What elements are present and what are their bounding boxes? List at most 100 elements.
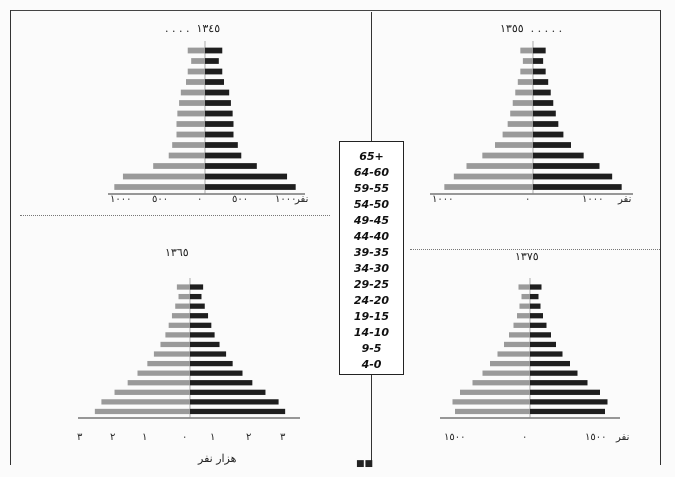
pyramid-bar-right (533, 89, 551, 96)
pyramid-bar-right (530, 303, 541, 309)
tick-label: ١٠٠٠ (432, 194, 454, 205)
tick-label: ٥٠٠ (232, 194, 249, 205)
pyramid-bar-right (530, 370, 578, 376)
pyramid-bar-left (122, 173, 205, 180)
legend-age-group: 44-40 (353, 230, 390, 243)
pyramid-bar-right (530, 284, 542, 290)
pyramid-bar-right (190, 341, 220, 348)
legend-age-group: 49-45 (353, 214, 390, 227)
pyramid-bar-right (533, 100, 554, 106)
pyramid-bar-left (178, 293, 190, 300)
tick-label: نفر (616, 432, 630, 443)
pyramid-bar-right (205, 184, 296, 190)
pyramid-bar-left (517, 79, 533, 85)
tick-label: ١٠٠٠ (275, 194, 297, 205)
pyramid-bar-left (153, 163, 205, 169)
pyramid-bar-right (530, 399, 608, 405)
pyramid-bar-left (101, 399, 190, 405)
pyramid-bar-left (460, 389, 530, 395)
tick-label: ٠ (525, 194, 531, 205)
pyramid-bar-left (482, 152, 533, 159)
pyramid-bar-right (190, 284, 204, 290)
pyramid-bar-left (176, 121, 205, 127)
tick-label: ٢ (246, 432, 252, 443)
pyramid-bar-left (114, 184, 205, 190)
pyramid-bar-left (175, 303, 190, 309)
pyramid-bar-right (205, 152, 242, 159)
pyramid-bar-right (190, 399, 279, 405)
pyramid-bar-left (191, 58, 205, 64)
pyramid-bar-right (190, 332, 215, 338)
pyramid-bar-right (205, 89, 230, 96)
mid-separator-left (20, 215, 330, 216)
pyramid-bar-left (127, 380, 190, 386)
legend-age-group: 4-0 (361, 358, 382, 371)
pyramid-bar-right (533, 121, 559, 127)
pyramid-bar-right (530, 380, 588, 386)
tick-label: ٠ (182, 432, 188, 443)
pyramid-bar-left (482, 370, 530, 376)
top-left-title: . . . . ١٣٤٥ (165, 22, 221, 35)
top-right-title: ١٣٥٥ . . . . . (500, 22, 563, 35)
pyramid-bar-left (522, 58, 533, 64)
pyramid-bar-right (533, 68, 546, 75)
center-divider-lower (371, 372, 372, 467)
pyramid-bar-right (530, 313, 543, 319)
pyramid-bar-left (520, 68, 533, 75)
pyramid-bar-left (160, 341, 190, 348)
pyramid-bar-right (205, 173, 288, 180)
pyramid-bar-right (205, 68, 223, 75)
pyramid-bar-right (205, 100, 231, 106)
pyramid-bar-left (180, 89, 205, 96)
pyramid-bar-right (533, 184, 622, 190)
tick-label: ٠ (197, 194, 203, 205)
pyramid-bar-left (518, 284, 530, 290)
legend-age-group: 29-25 (353, 278, 390, 291)
pyramid-bar-right (190, 313, 209, 319)
legend-age-group: 64-60 (353, 166, 390, 179)
pyramid-bar-left (452, 399, 530, 405)
legend-age-group: 34-30 (353, 262, 390, 275)
pyramid-bar-right (533, 152, 584, 159)
pyramid-bar-left (520, 47, 533, 54)
tick-label: ٢ (110, 432, 116, 443)
legend-age-group: 65+ (359, 150, 384, 163)
footer-marker: ■■ (356, 459, 374, 469)
tick-label: ٣ (77, 432, 83, 443)
pyramid-bar-right (190, 351, 227, 357)
pyramid-bar-right (530, 389, 600, 395)
pyramid-bar-right (190, 370, 243, 376)
legend-age-group: 54-50 (353, 198, 390, 211)
bottom-left-xlabel: هزار نفر (198, 452, 237, 465)
pyramid-bar-left (507, 121, 533, 127)
pyramid-bar-right (533, 173, 613, 180)
pyramid-bar-left (94, 408, 190, 415)
legend-age-group: 14-10 (353, 326, 390, 339)
pyramid-bar-left (515, 89, 533, 96)
pyramid-bar-right (530, 351, 563, 357)
pyramid-bar-right (205, 79, 224, 85)
pyramid-bar-left (512, 100, 533, 106)
pyramid-bar-left (171, 313, 190, 319)
pyramid-bar-left (114, 389, 190, 395)
pyramid-bar-left (176, 131, 205, 138)
tick-label: ١٠٠٠ (110, 194, 132, 205)
pyramid-bar-left (453, 173, 533, 180)
pyramid-bar-right (533, 163, 600, 169)
pyramid-bar-left (510, 110, 533, 117)
pyramid-bar-right (530, 322, 547, 328)
pyramid-bar-left (466, 163, 533, 169)
pyramid-bar-left (504, 341, 530, 348)
pyramid-bar-left (490, 360, 530, 367)
tick-label: ١ (210, 432, 216, 443)
pyramid-bar-left (147, 360, 190, 367)
age-group-legend: 65+ 64-60 59-55 54-50 49-45 44-40 39-35 34-30 29… (339, 141, 404, 375)
pyramid-bar-left (444, 184, 533, 190)
tick-label: نفر (295, 194, 309, 205)
tick-label: ١ (142, 432, 148, 443)
top-border (10, 10, 660, 11)
legend-age-group: 59-55 (353, 182, 390, 195)
tick-label: ٣ (280, 432, 286, 443)
